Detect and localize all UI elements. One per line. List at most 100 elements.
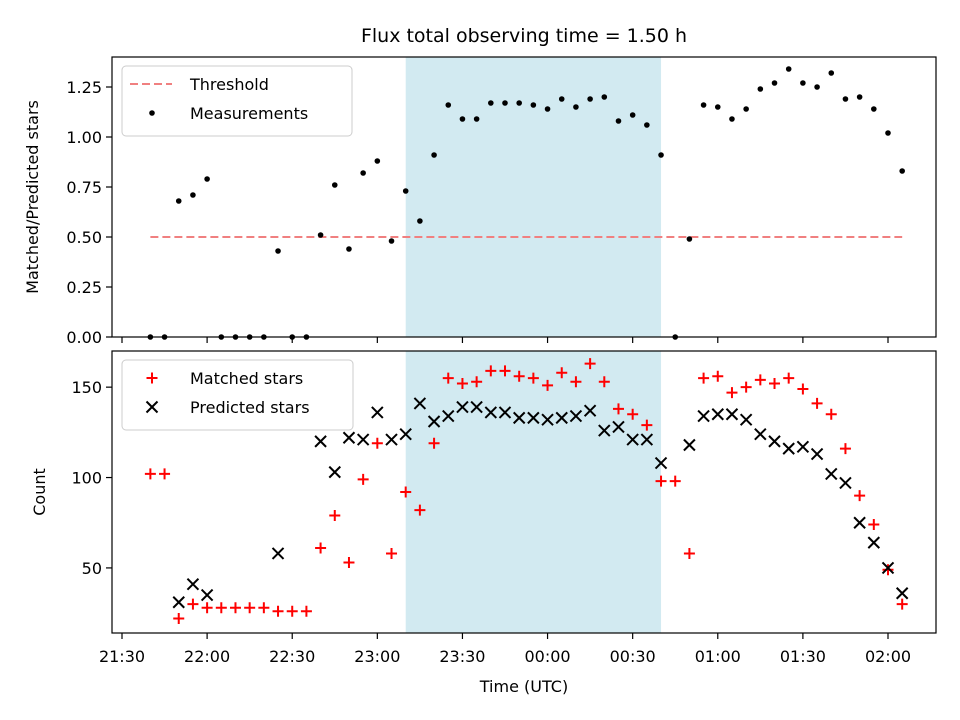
- data-point: [215, 602, 227, 614]
- data-point: [315, 542, 327, 554]
- data-point: [570, 376, 582, 388]
- data-point: [541, 413, 554, 426]
- x-tick-label: 21:30: [99, 647, 145, 666]
- data-point: [144, 468, 156, 480]
- data-point: [244, 602, 256, 614]
- x-tick-label: 02:00: [865, 647, 911, 666]
- data-point: [356, 433, 370, 446]
- data-point: [839, 443, 851, 455]
- measurements-series: [147, 66, 905, 340]
- data-point: [825, 467, 838, 481]
- data-point: [683, 438, 696, 452]
- legend-label: Threshold: [189, 75, 269, 94]
- data-point: [388, 238, 395, 244]
- data-point: [371, 437, 383, 449]
- data-point: [839, 476, 852, 490]
- data-point: [771, 80, 778, 86]
- data-point: [371, 406, 384, 419]
- data-point: [868, 519, 880, 531]
- data-point: [754, 374, 766, 386]
- data-point: [655, 475, 667, 487]
- data-point: [584, 358, 596, 370]
- data-point: [173, 613, 185, 625]
- legend-marker: [145, 400, 159, 414]
- data-point: [473, 116, 480, 122]
- data-point: [204, 176, 210, 182]
- data-point: [275, 248, 281, 254]
- axes-frame: [111, 350, 937, 634]
- data-point: [512, 411, 526, 425]
- data-point: [626, 433, 639, 446]
- data-point: [329, 510, 341, 521]
- data-point: [190, 192, 196, 198]
- matched-stars-series: [144, 358, 908, 625]
- predicted-stars-series: [172, 397, 909, 609]
- data-point: [442, 409, 455, 423]
- data-point: [386, 547, 398, 559]
- data-point: [769, 378, 781, 390]
- data-point: [186, 577, 200, 591]
- data-point: [385, 433, 398, 446]
- y-tick-label: 150: [71, 378, 102, 397]
- y-tick-label: 0.75: [66, 178, 102, 197]
- chart-title: Flux total observing time = 1.50 h: [361, 25, 687, 47]
- data-point: [456, 400, 469, 414]
- data-point: [739, 413, 753, 426]
- legend-marker: [146, 372, 158, 384]
- data-point: [882, 564, 894, 576]
- data-point: [612, 420, 625, 434]
- data-point: [187, 598, 199, 610]
- data-point: [342, 431, 356, 444]
- data-point: [881, 561, 895, 575]
- data-point: [601, 94, 608, 100]
- data-point: [200, 588, 214, 602]
- data-point: [573, 104, 579, 110]
- x-axis-label: Time (UTC): [479, 677, 568, 696]
- data-point: [314, 435, 327, 448]
- data-point: [627, 408, 639, 420]
- y-tick-label: 0.50: [66, 228, 102, 247]
- observing-window-span: [405, 57, 662, 337]
- data-point: [697, 409, 710, 423]
- data-point: [654, 456, 668, 470]
- data-point: [229, 602, 241, 614]
- data-point: [470, 400, 483, 414]
- count-panel: 50 100 150 21:30 22:00 22:30 23:00 23:30 00:00 00…: [71, 350, 937, 666]
- data-point: [885, 130, 891, 136]
- data-point: [471, 376, 483, 388]
- data-point: [726, 387, 738, 399]
- y-tick-label: 1.25: [66, 78, 102, 97]
- data-point: [754, 427, 767, 441]
- data-point: [417, 218, 423, 224]
- data-point: [797, 383, 809, 395]
- data-point: [499, 365, 511, 377]
- y-tick-label: 50: [82, 559, 102, 578]
- data-point: [272, 605, 284, 617]
- x-tick-label: 23:30: [439, 647, 485, 666]
- data-point: [782, 442, 795, 455]
- data-point: [485, 365, 497, 377]
- x-tick-label: 23:00: [354, 647, 400, 666]
- data-point: [743, 106, 749, 112]
- bottom-y-axis-label: Count: [30, 468, 49, 516]
- data-point: [842, 96, 849, 102]
- data-point: [431, 152, 437, 158]
- x-tick-label: 00:00: [525, 647, 571, 666]
- data-point: [810, 447, 824, 461]
- data-point: [686, 236, 693, 242]
- data-point: [400, 486, 412, 498]
- data-point: [516, 100, 522, 106]
- data-point: [629, 112, 636, 118]
- data-point: [811, 397, 823, 409]
- data-point: [814, 84, 820, 90]
- data-point: [783, 372, 795, 384]
- data-point: [612, 403, 624, 415]
- data-point: [459, 116, 466, 122]
- data-point: [427, 415, 441, 428]
- axes-frame: [111, 56, 937, 338]
- legend-label: Predicted stars: [190, 398, 310, 417]
- legend: Matched stars Predicted stars: [121, 359, 354, 431]
- data-point: [555, 411, 568, 425]
- data-point: [175, 198, 182, 204]
